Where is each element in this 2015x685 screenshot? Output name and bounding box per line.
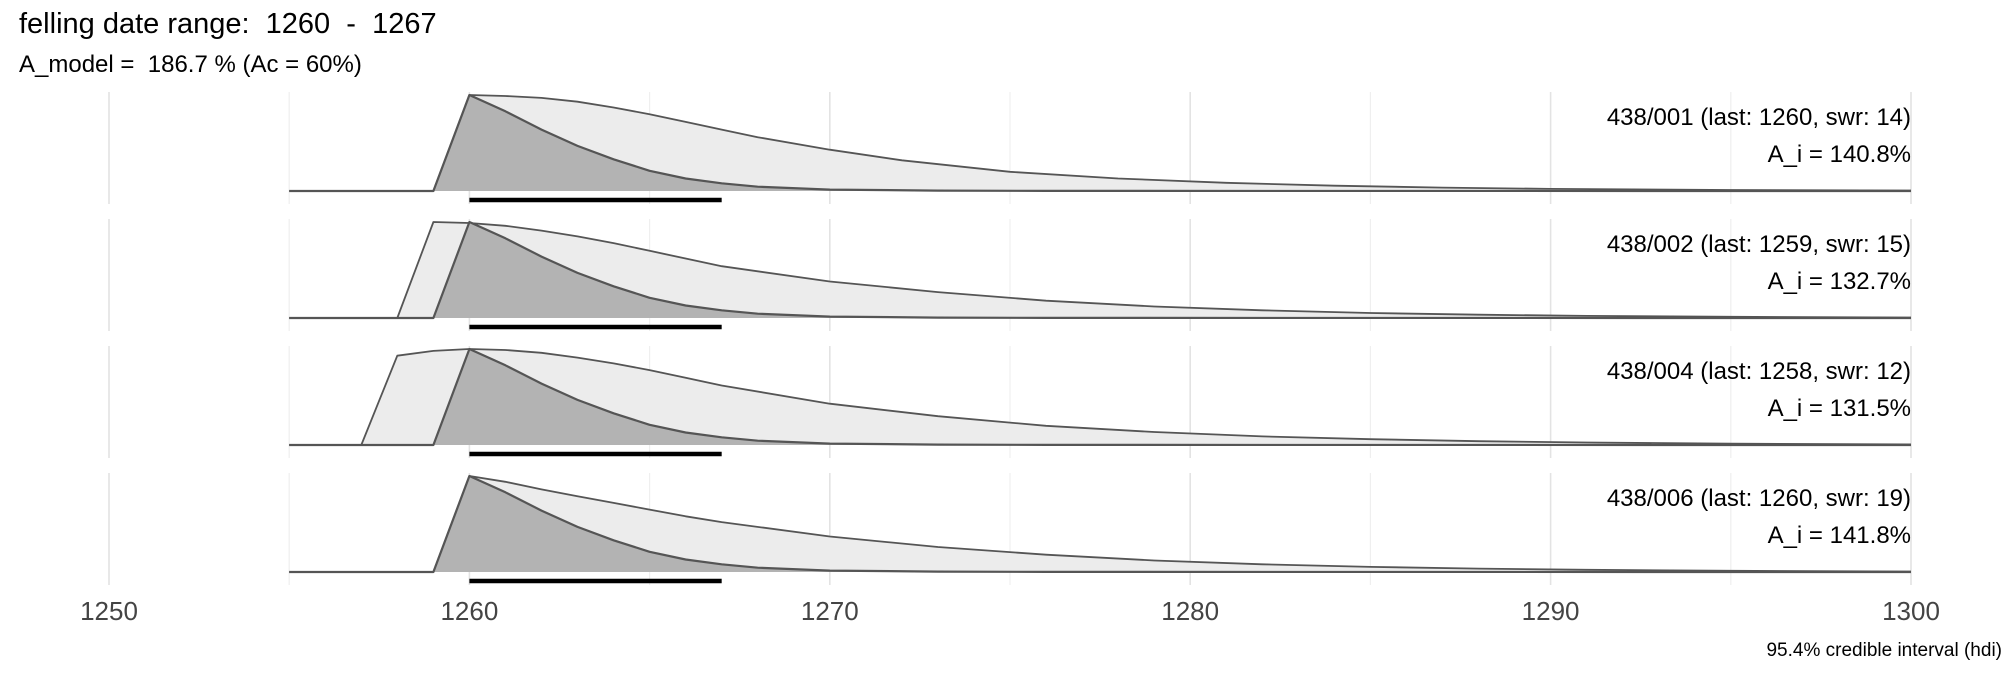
sample-panel: 438/001 (last: 1260, swr: 14) A_i = 140.8… bbox=[289, 93, 1912, 203]
x-axis: 1250 1260 1270 1280 1290 1300 bbox=[80, 596, 1940, 626]
sample-label: 438/001 (last: 1260, swr: 14) bbox=[1607, 104, 1911, 131]
x-tick-label: 1300 bbox=[1882, 596, 1940, 626]
prior-density-line bbox=[289, 94, 1912, 192]
prior-density-area bbox=[289, 95, 1912, 191]
posterior-density-line bbox=[289, 93, 1912, 193]
prior-density-area bbox=[289, 349, 1912, 445]
chart-caption: 95.4% credible interval (hdi) bbox=[1766, 640, 2002, 661]
x-tick-label: 1290 bbox=[1522, 596, 1580, 626]
posterior-density-area bbox=[289, 222, 1912, 318]
x-tick-label: 1270 bbox=[801, 596, 859, 626]
posterior-density-line bbox=[289, 347, 1912, 447]
posterior-density-area bbox=[289, 95, 1912, 191]
prior-density-area bbox=[289, 476, 1912, 572]
prior-density-line bbox=[289, 348, 1912, 446]
posterior-density-line bbox=[289, 474, 1912, 574]
sample-agreement: A_i = 140.8% bbox=[1768, 141, 1911, 168]
posterior-density-area bbox=[289, 476, 1912, 572]
prior-density-line bbox=[289, 221, 1912, 319]
sample-agreement: A_i = 132.7% bbox=[1768, 268, 1911, 295]
sample-panel: 438/006 (last: 1260, swr: 19) A_i = 141.8… bbox=[289, 474, 1912, 584]
sample-label: 438/006 (last: 1260, swr: 19) bbox=[1607, 485, 1911, 512]
chart-subtitle: A_model = 186.7 % (Ac = 60%) bbox=[19, 51, 362, 78]
sample-label: 438/004 (last: 1258, swr: 12) bbox=[1607, 358, 1911, 385]
posterior-density-area bbox=[289, 349, 1912, 445]
prior-density-area bbox=[289, 222, 1912, 318]
sample-agreement: A_i = 131.5% bbox=[1768, 395, 1911, 422]
sample-panel: 438/002 (last: 1259, swr: 15) A_i = 132.7… bbox=[289, 220, 1912, 330]
sample-label: 438/002 (last: 1259, swr: 15) bbox=[1607, 231, 1911, 258]
x-tick-label: 1260 bbox=[440, 596, 498, 626]
sample-panel: 438/004 (last: 1258, swr: 12) A_i = 131.5… bbox=[289, 347, 1912, 457]
prior-density-line bbox=[289, 475, 1912, 573]
panels-layer: 438/001 (last: 1260, swr: 14) A_i = 140.8… bbox=[289, 93, 1912, 584]
sample-agreement: A_i = 141.8% bbox=[1768, 522, 1911, 549]
x-tick-label: 1250 bbox=[80, 596, 138, 626]
chart-title: felling date range: 1260 - 1267 bbox=[19, 8, 437, 40]
x-tick-label: 1280 bbox=[1161, 596, 1219, 626]
posterior-density-line bbox=[289, 220, 1912, 320]
